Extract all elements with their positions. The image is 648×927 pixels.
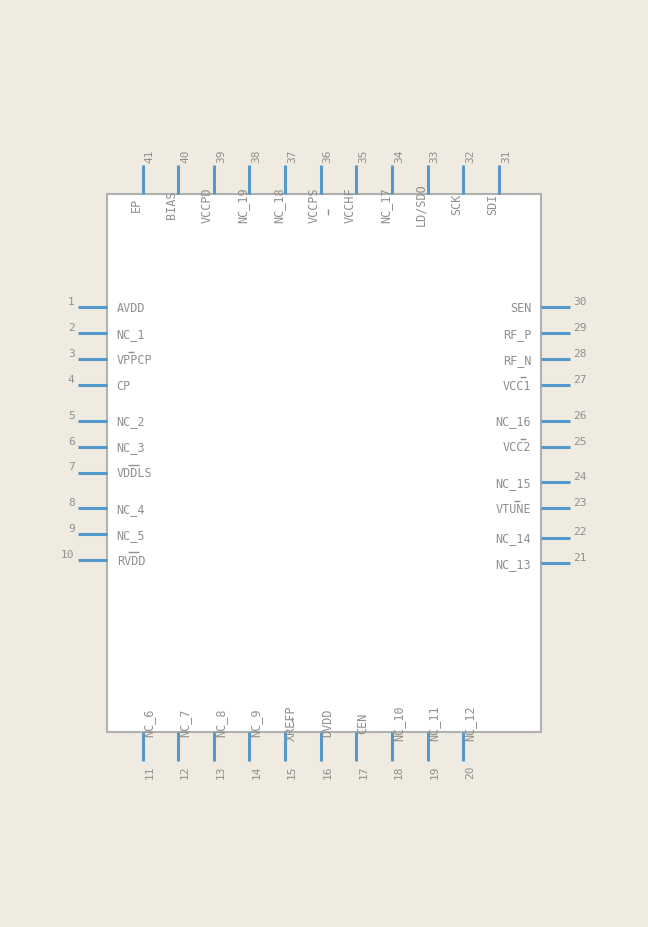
- Text: NC_10: NC_10: [392, 705, 405, 741]
- Text: NC_19: NC_19: [237, 186, 249, 222]
- Text: 11: 11: [145, 765, 154, 778]
- Text: VCCPS: VCCPS: [308, 186, 321, 222]
- Text: 24: 24: [573, 472, 587, 482]
- Text: NC_9: NC_9: [249, 708, 262, 737]
- Text: 40: 40: [180, 149, 190, 162]
- Text: 15: 15: [287, 765, 297, 778]
- Text: 16: 16: [323, 765, 332, 778]
- Text: 32: 32: [465, 149, 475, 162]
- Text: NC_14: NC_14: [496, 531, 531, 544]
- Text: NC_5: NC_5: [117, 528, 145, 541]
- Text: SDI: SDI: [486, 194, 499, 215]
- Text: 10: 10: [61, 550, 75, 559]
- Text: 26: 26: [573, 410, 587, 420]
- Bar: [107, 195, 541, 732]
- Text: NC_7: NC_7: [178, 708, 191, 737]
- Text: NC_6: NC_6: [143, 708, 156, 737]
- Text: 30: 30: [573, 297, 587, 307]
- Text: 8: 8: [68, 498, 75, 507]
- Text: VTUNE: VTUNE: [496, 502, 531, 515]
- Text: 29: 29: [573, 323, 587, 333]
- Text: 37: 37: [287, 149, 297, 162]
- Text: NC_8: NC_8: [214, 708, 227, 737]
- Text: VPPCP: VPPCP: [117, 353, 152, 366]
- Text: NC_1: NC_1: [117, 327, 145, 340]
- Text: BIAS: BIAS: [165, 190, 178, 219]
- Text: 27: 27: [573, 375, 587, 385]
- Text: NC_18: NC_18: [272, 186, 285, 222]
- Text: NC_13: NC_13: [496, 557, 531, 570]
- Text: 3: 3: [68, 349, 75, 359]
- Text: LD/SDO: LD/SDO: [415, 184, 428, 226]
- Text: 41: 41: [145, 149, 154, 162]
- Text: SEN: SEN: [510, 301, 531, 314]
- Text: 1: 1: [68, 297, 75, 307]
- Text: 19: 19: [430, 765, 439, 778]
- Text: 5: 5: [68, 410, 75, 420]
- Text: 33: 33: [430, 149, 439, 162]
- Text: 17: 17: [358, 765, 368, 778]
- Text: 39: 39: [216, 149, 226, 162]
- Text: CEN: CEN: [356, 712, 369, 733]
- Text: DVDD: DVDD: [321, 708, 334, 737]
- Text: 13: 13: [216, 765, 226, 778]
- Text: 14: 14: [251, 765, 261, 778]
- Text: 22: 22: [573, 527, 587, 537]
- Text: RF_P: RF_P: [503, 327, 531, 340]
- Text: NC_4: NC_4: [117, 502, 145, 515]
- Text: EP: EP: [130, 197, 143, 211]
- Text: 2: 2: [68, 323, 75, 333]
- Text: 4: 4: [68, 375, 75, 385]
- Text: XREFP: XREFP: [285, 705, 298, 741]
- Text: RF_N: RF_N: [503, 353, 531, 366]
- Text: 35: 35: [358, 149, 368, 162]
- Text: NC_17: NC_17: [379, 186, 392, 222]
- Text: 36: 36: [323, 149, 332, 162]
- Text: 21: 21: [573, 552, 587, 563]
- Text: 20: 20: [465, 765, 475, 778]
- Text: 6: 6: [68, 436, 75, 446]
- Text: NC_12: NC_12: [463, 705, 476, 741]
- Text: 34: 34: [394, 149, 404, 162]
- Text: 7: 7: [68, 462, 75, 472]
- Text: 18: 18: [394, 765, 404, 778]
- Text: NC_11: NC_11: [428, 705, 441, 741]
- Text: 23: 23: [573, 498, 587, 507]
- Text: NC_15: NC_15: [496, 476, 531, 489]
- Text: RVDD: RVDD: [117, 554, 145, 567]
- Text: 9: 9: [68, 524, 75, 533]
- Text: VCC2: VCC2: [503, 441, 531, 454]
- Text: VCCHF: VCCHF: [343, 186, 356, 222]
- Text: 28: 28: [573, 349, 587, 359]
- Text: VCC1: VCC1: [503, 379, 531, 392]
- Text: SCK: SCK: [450, 194, 463, 215]
- Text: 12: 12: [180, 765, 190, 778]
- Text: NC_2: NC_2: [117, 415, 145, 428]
- Text: NC_16: NC_16: [496, 415, 531, 428]
- Text: 38: 38: [251, 149, 261, 162]
- Text: VDDLS: VDDLS: [117, 466, 152, 479]
- Text: CP: CP: [117, 379, 131, 392]
- Text: 25: 25: [573, 436, 587, 446]
- Text: NC_3: NC_3: [117, 441, 145, 454]
- Text: 31: 31: [501, 149, 511, 162]
- Text: AVDD: AVDD: [117, 301, 145, 314]
- Text: VCCPD: VCCPD: [201, 186, 214, 222]
